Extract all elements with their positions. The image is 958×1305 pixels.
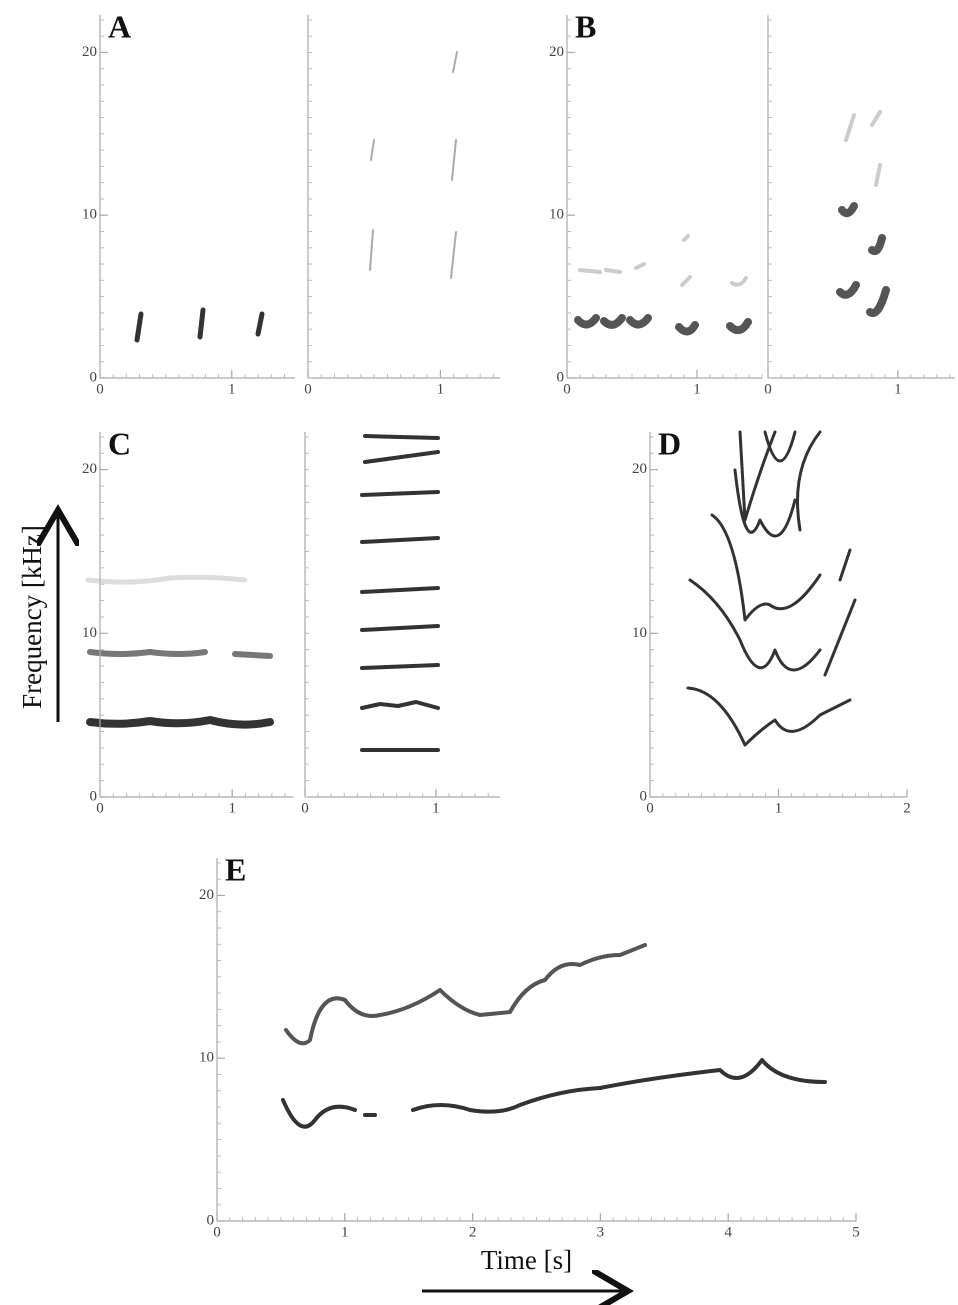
spectrogram-trace <box>686 430 857 747</box>
y-tick-label: 0 <box>207 1212 215 1228</box>
y-tick-label: 10 <box>549 207 564 223</box>
spectrogram-trace <box>281 1058 827 1129</box>
x-tick-label: 4 <box>724 1224 732 1240</box>
x-tick-label: 1 <box>228 381 236 397</box>
spectrogram-trace <box>574 314 752 336</box>
y-tick-label: 20 <box>82 461 97 477</box>
y-tick-label: 20 <box>199 887 214 903</box>
panel-label: E <box>225 851 246 887</box>
x-tick-label: 2 <box>903 800 911 816</box>
x-tick-label: 1 <box>775 800 783 816</box>
panel-label: A <box>108 8 131 44</box>
y-tick-label: 10 <box>199 1050 214 1066</box>
x-tick-label: 1 <box>432 800 440 816</box>
x-tick-label: 0 <box>304 381 312 397</box>
y-axis-label: Frequency [kHz] <box>17 525 47 709</box>
y-tick-label: 0 <box>90 369 98 385</box>
x-tick-label: 0 <box>96 800 104 816</box>
spectrogram-trace <box>85 574 248 585</box>
spectrogram-trace <box>284 943 647 1046</box>
x-tick-label: 1 <box>341 1224 349 1240</box>
spectrogram-trace <box>255 311 265 337</box>
arrows <box>58 516 622 1291</box>
x-tick-label: 0 <box>563 381 571 397</box>
y-tick-label: 20 <box>82 44 97 60</box>
y-tick-label: 20 <box>632 461 647 477</box>
panel-label: D <box>658 425 681 461</box>
panel-label: C <box>108 425 131 461</box>
x-tick-label: 2 <box>469 1224 477 1240</box>
x-tick-label: 0 <box>213 1224 221 1240</box>
spectrogram-trace <box>836 202 890 317</box>
x-tick-label: 1 <box>894 381 902 397</box>
x-tick-label: 1 <box>437 381 445 397</box>
traces <box>85 51 890 1129</box>
spectrogram-trace <box>578 110 882 287</box>
y-tick-label: 0 <box>640 788 648 804</box>
x-tick-label: 0 <box>301 800 309 816</box>
x-axis-label: Time [s] <box>481 1245 572 1275</box>
y-tick-label: 0 <box>90 788 98 804</box>
x-tick-label: 1 <box>228 800 236 816</box>
spectrogram-trace <box>369 51 458 279</box>
y-tick-label: 10 <box>632 625 647 641</box>
y-tick-label: 20 <box>549 44 564 60</box>
spectrogram-trace <box>87 649 273 659</box>
x-tick-label: 0 <box>96 381 104 397</box>
spectrogram-trace <box>197 307 206 340</box>
panel-label: B <box>575 8 596 44</box>
y-tick-label: 10 <box>82 625 97 641</box>
y-tick-label: 0 <box>557 369 565 385</box>
x-tick-label: 0 <box>764 381 772 397</box>
x-tick-label: 5 <box>852 1224 860 1240</box>
x-tick-label: 0 <box>646 800 654 816</box>
spectrogram-trace <box>134 311 144 343</box>
y-tick-label: 10 <box>82 207 97 223</box>
x-tick-label: 3 <box>597 1224 605 1240</box>
spectrogram-trace <box>360 434 440 752</box>
x-tick-label: 1 <box>693 381 701 397</box>
spectrogram-trace <box>86 716 274 729</box>
